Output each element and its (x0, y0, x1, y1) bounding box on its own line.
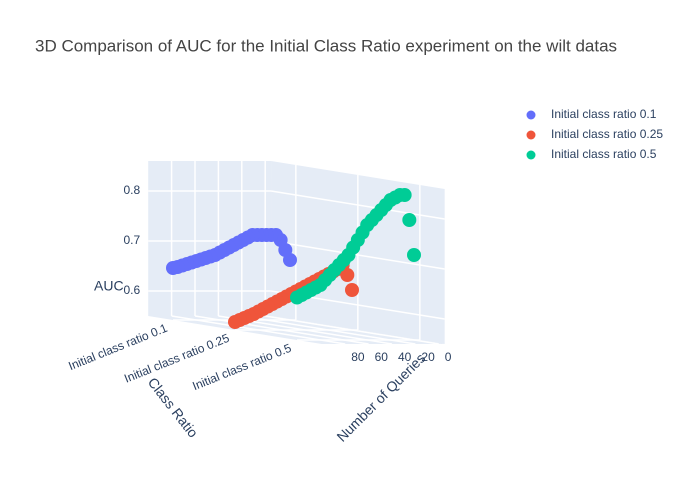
marker (290, 290, 304, 305)
legend-label: Initial class ratio 0.1 (551, 107, 657, 121)
marker (402, 213, 417, 227)
pane (148, 161, 272, 316)
z-tick-label: 0.8 (124, 183, 141, 197)
legend-label: Initial class ratio 0.5 (551, 147, 657, 161)
marker (228, 315, 242, 329)
z-axis-title: AUC (94, 278, 124, 294)
z-tick-label: 0.7 (124, 233, 141, 247)
legend: Initial class ratio 0.1 Initial class rat… (526, 107, 663, 161)
chart-title: 3D Comparison of AUC for the Initial Cla… (35, 36, 617, 55)
legend-label: Initial class ratio 0.25 (551, 127, 663, 141)
x-tick-label: 80 (351, 350, 365, 364)
marker (407, 248, 421, 262)
x-tick-label: 20 (421, 350, 435, 364)
x-tick-label: 40 (398, 350, 412, 364)
marker (166, 261, 180, 275)
marker (345, 283, 359, 297)
x-tick-label: 60 (375, 350, 389, 364)
z-tick-label: 0.6 (124, 283, 141, 297)
x-tick-label: 0 (445, 350, 452, 364)
legend-marker (526, 150, 536, 160)
legend-marker (526, 130, 536, 140)
legend-marker (526, 110, 536, 120)
